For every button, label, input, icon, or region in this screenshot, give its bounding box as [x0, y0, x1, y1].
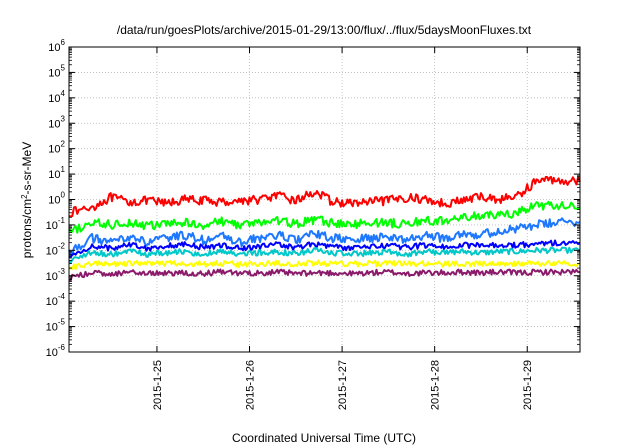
- x-tick-label: 2015-1-26: [245, 360, 257, 410]
- series-line-1: [69, 175, 581, 218]
- y-tick-base: 10: [48, 169, 60, 181]
- y-tick-base: 10: [46, 296, 58, 308]
- x-tick-labels: 2015-1-25 2015-1-26 2015-1-27 2015-1-28 2015…: [152, 360, 534, 410]
- y-tick-labels: 10-610-510-410-310-210-11001011021031041…: [46, 38, 66, 359]
- y-tick-exponent: -1: [58, 216, 66, 225]
- y-tick-exponent: 2: [61, 140, 66, 149]
- x-tick-label: 2015-1-28: [430, 360, 442, 410]
- y-tick-label: 10-6: [46, 343, 66, 359]
- y-tick-exponent: -2: [58, 241, 66, 250]
- x-tick-label: 2015-1-29: [522, 360, 534, 410]
- y-tick-base: 10: [48, 93, 60, 105]
- chart-title: /data/run/goesPlots/archive/2015-01-29/1…: [117, 23, 532, 37]
- x-tick-label: 2015-1-25: [152, 360, 164, 410]
- y-tick-base: 10: [46, 220, 58, 232]
- y-axis-title: protons/cm2-s-sr-MeV: [20, 142, 35, 258]
- y-tick-label: 102: [48, 140, 65, 156]
- y-tick-base: 10: [48, 67, 60, 79]
- y-tick-base: 10: [48, 195, 60, 207]
- y-tick-base: 10: [46, 245, 58, 257]
- grid-lines: [69, 47, 580, 352]
- y-tick-label: 10-4: [46, 292, 66, 308]
- y-tick-base: 10: [46, 271, 58, 283]
- y-tick-exponent: 4: [61, 89, 66, 98]
- y-tick-base: 10: [48, 42, 60, 54]
- series-line-5: [68, 246, 581, 264]
- y-axis-title-base: protons/cm: [20, 199, 34, 258]
- x-tick-label: 2015-1-27: [337, 360, 349, 410]
- series-line-7: [68, 268, 581, 282]
- y-axis-title-rest: -s-sr-MeV: [20, 142, 34, 195]
- y-tick-base: 10: [46, 347, 58, 359]
- y-tick-label: 10-5: [46, 318, 66, 334]
- x-axis-title: Coordinated Universal Time (UTC): [232, 431, 416, 445]
- y-tick-label: 105: [48, 63, 65, 79]
- series-line-4: [68, 239, 581, 259]
- series-line-6: [68, 259, 581, 271]
- y-tick-base: 10: [48, 144, 60, 156]
- y-axis-title-sup: 2: [20, 194, 29, 199]
- y-tick-exponent: -4: [58, 292, 66, 301]
- y-tick-label: 10-1: [46, 216, 66, 232]
- y-tick-exponent: 6: [61, 38, 66, 47]
- y-tick-exponent: 3: [61, 114, 66, 123]
- y-tick-exponent: -6: [58, 343, 66, 352]
- y-tick-exponent: 5: [61, 63, 66, 72]
- y-tick-label: 104: [48, 89, 65, 105]
- y-tick-label: 100: [48, 191, 65, 207]
- series-lines: [68, 175, 581, 282]
- y-tick-label: 106: [48, 38, 65, 54]
- y-tick-exponent: 0: [61, 191, 66, 200]
- series-line-2: [68, 200, 581, 234]
- y-tick-label: 10-3: [46, 267, 66, 283]
- y-tick-label: 101: [48, 165, 65, 181]
- y-tick-label: 103: [48, 114, 65, 130]
- y-tick-base: 10: [48, 118, 60, 130]
- y-tick-exponent: 1: [61, 165, 66, 174]
- y-tick-label: 10-2: [46, 241, 66, 257]
- series-line-3: [68, 217, 581, 257]
- y-tick-base: 10: [46, 322, 58, 334]
- axis-ticks: [69, 46, 580, 353]
- y-tick-exponent: -5: [58, 318, 66, 327]
- y-tick-exponent: -3: [58, 267, 66, 276]
